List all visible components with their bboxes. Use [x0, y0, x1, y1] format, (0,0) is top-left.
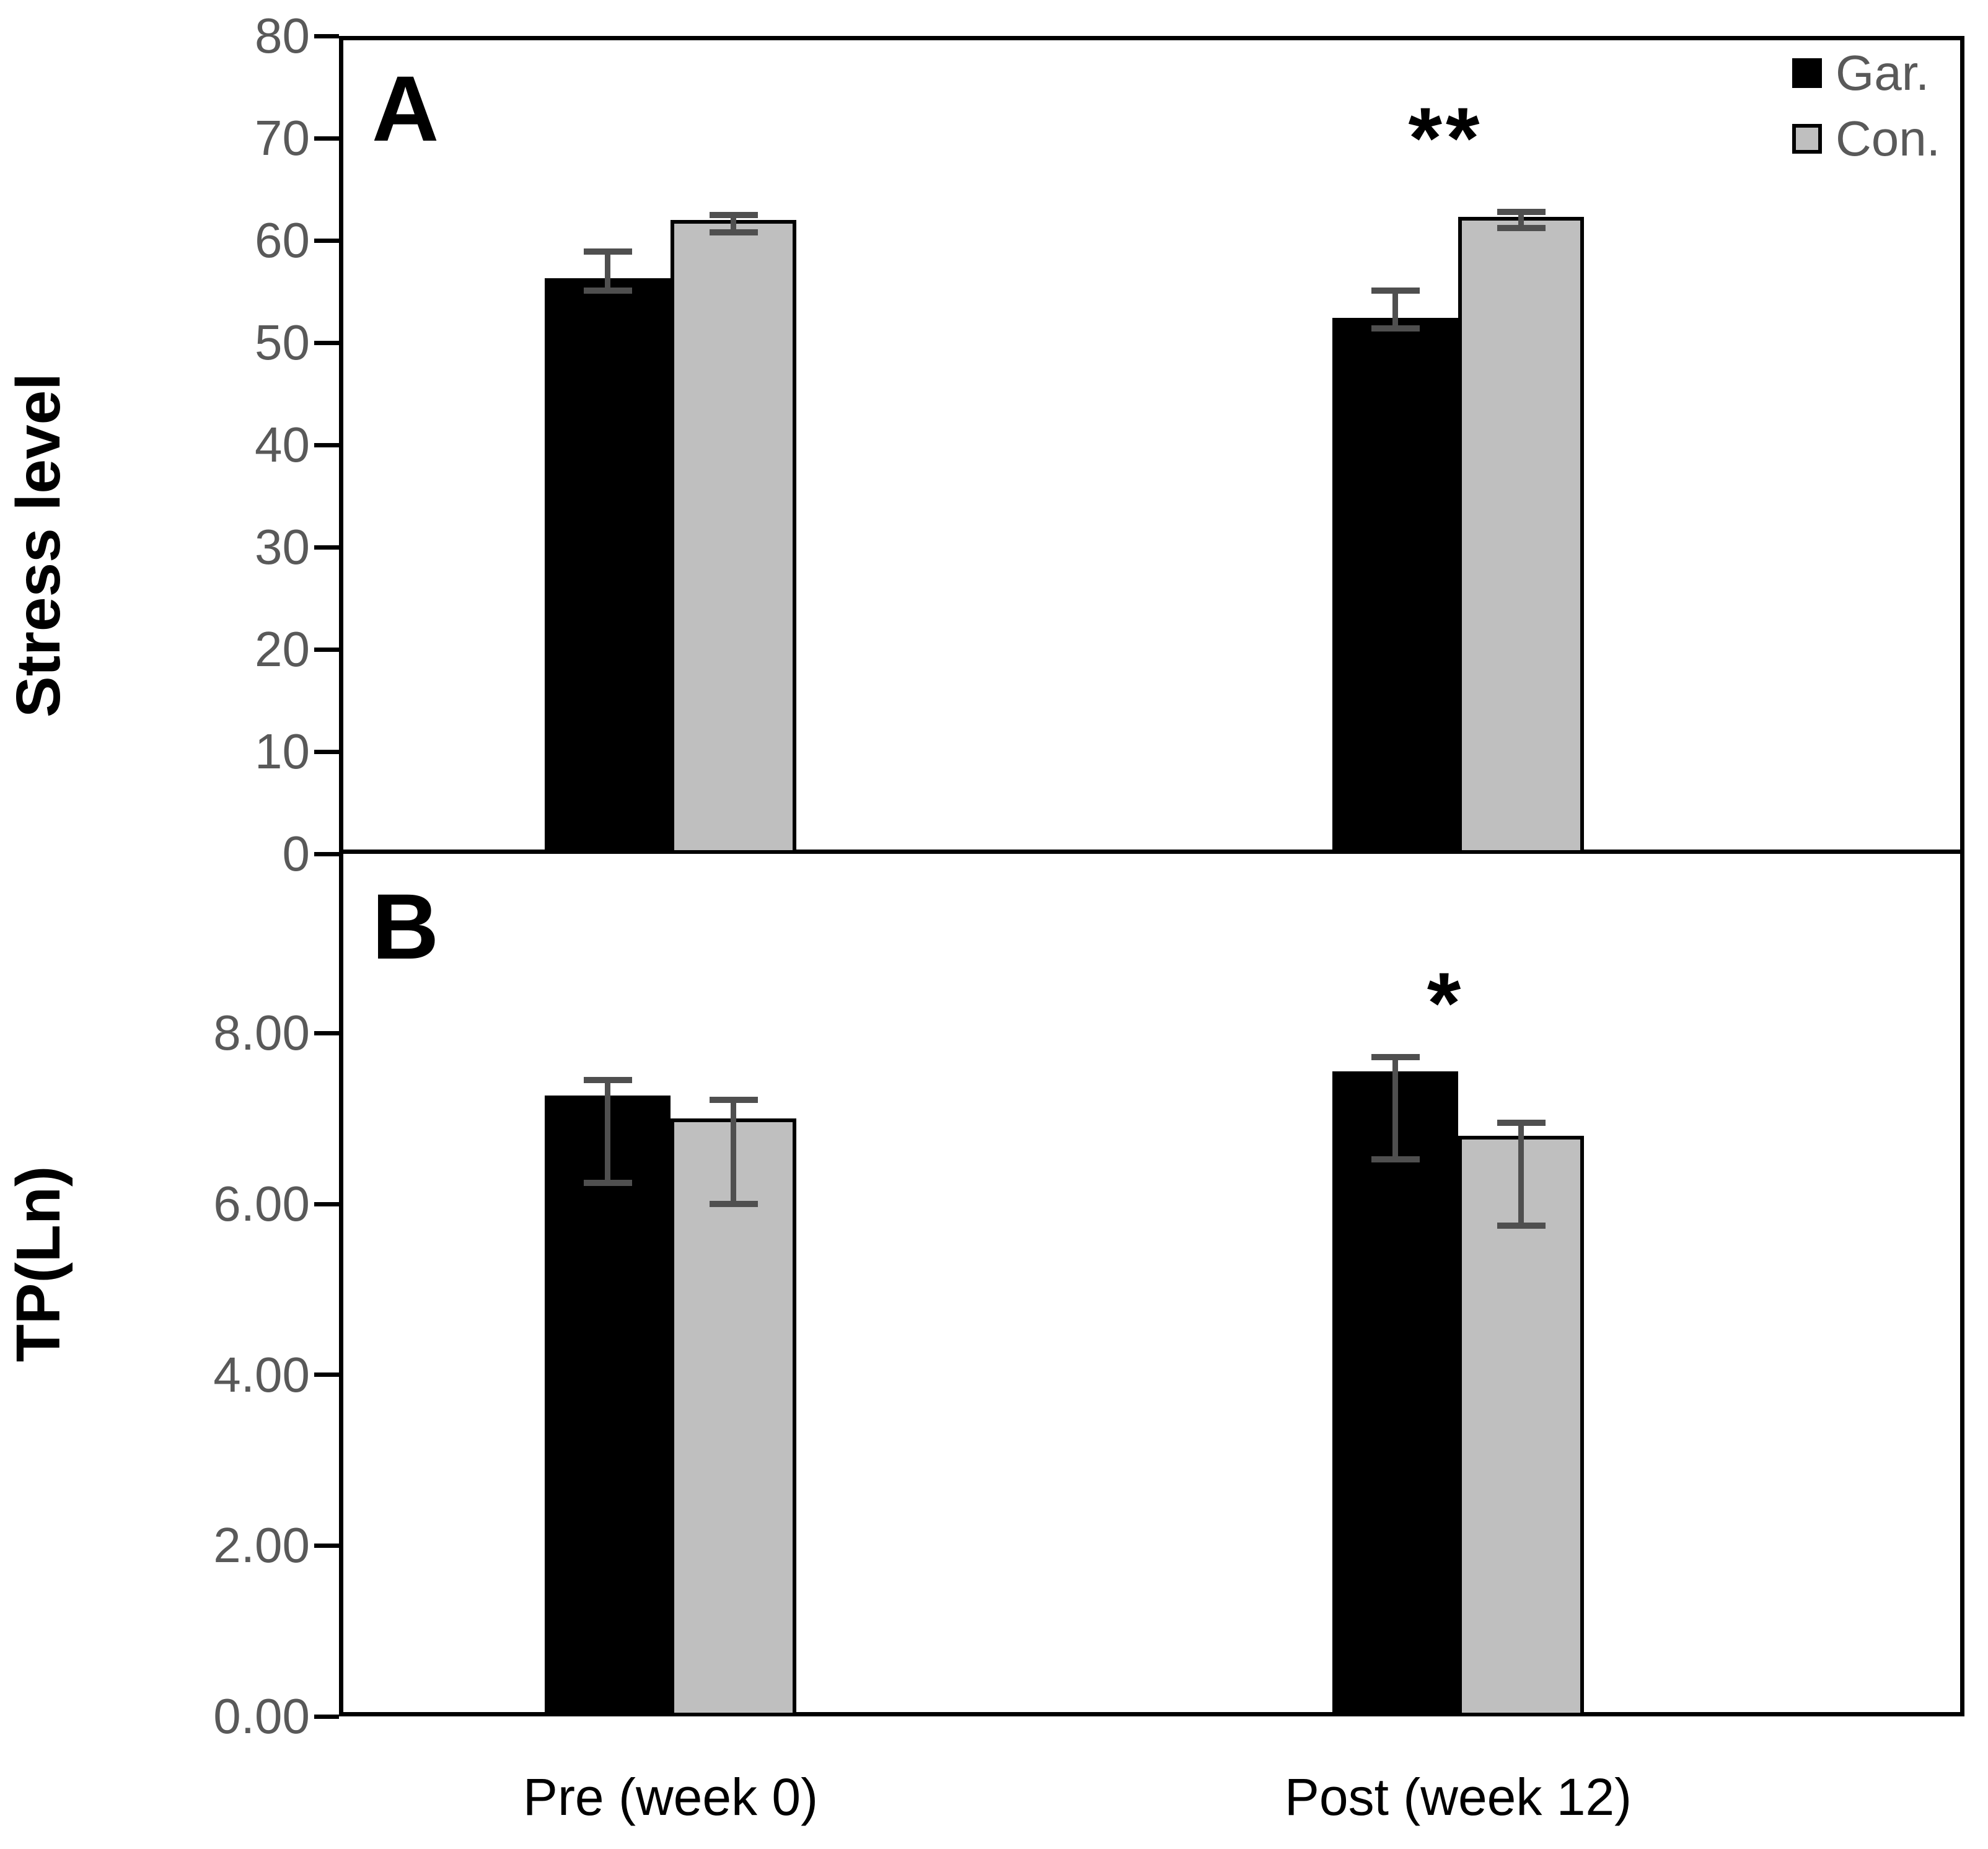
- y-axis-tick: [314, 238, 339, 243]
- error-bar-whisker: [1518, 211, 1524, 229]
- error-bar-cap-top: [1371, 287, 1420, 294]
- error-bar-cap-bottom: [1371, 1156, 1420, 1163]
- y-axis-tick: [314, 851, 339, 856]
- y-axis-tick-label: 4.00: [213, 1346, 310, 1402]
- y-axis-tick-label: 70: [255, 110, 310, 165]
- y-axis-tick: [314, 33, 339, 38]
- error-bar-cap-bottom: [709, 229, 758, 235]
- error-bar-whisker: [1392, 1057, 1398, 1160]
- y-axis-tick-label: 10: [255, 724, 310, 779]
- error-bar-whisker: [1392, 290, 1398, 328]
- y-axis-tick-label: 40: [255, 417, 310, 472]
- panel-B-plot-area: [339, 854, 1964, 1716]
- legend: Gar. Con.: [1792, 48, 1940, 180]
- y-axis-tick: [314, 1543, 339, 1548]
- y-axis-tick-label: 20: [255, 621, 310, 677]
- error-bar-cap-top: [583, 248, 632, 255]
- y-axis-tick-label: 0.00: [213, 1689, 310, 1744]
- error-bar-whisker: [605, 252, 610, 291]
- error-bar-cap-top: [1371, 1054, 1420, 1061]
- panel-letter-B: B: [372, 874, 439, 978]
- error-bar-cap-bottom: [583, 287, 632, 294]
- x-axis-category-label: Pre (week 0): [522, 1768, 819, 1826]
- error-bar-cap-bottom: [583, 1179, 632, 1186]
- bar-gar-pre-panel-A: [545, 278, 671, 854]
- legend-label: Con.: [1836, 111, 1940, 166]
- bar-gar-pre-panel-B: [545, 1096, 671, 1716]
- significance-marker: *: [1427, 954, 1465, 1052]
- panel-A-plot-area: [339, 36, 1964, 854]
- y-axis-tick-label: 30: [255, 519, 310, 574]
- bar-con-pre-panel-B: [671, 1118, 796, 1716]
- legend-swatch-icon: [1792, 58, 1822, 88]
- y-axis-tick-label: 50: [255, 315, 310, 370]
- legend-label: Gar.: [1836, 45, 1930, 100]
- y-axis-tick: [314, 545, 339, 550]
- y-axis-tick-label: 6.00: [213, 1176, 310, 1232]
- y-axis-title-A: Stress level: [4, 373, 73, 718]
- y-axis-tick-label: 80: [255, 8, 310, 63]
- y-axis-tick-label: 0: [282, 826, 310, 881]
- panel-letter-A: A: [372, 56, 439, 160]
- y-axis-tick: [314, 1714, 339, 1719]
- y-axis-tick: [314, 1030, 339, 1035]
- error-bar-cap-top: [1497, 208, 1546, 215]
- y-axis-tick: [314, 647, 339, 652]
- y-axis-tick: [314, 1201, 339, 1206]
- y-axis-tick: [314, 136, 339, 141]
- error-bar-cap-bottom: [1497, 1222, 1546, 1229]
- y-axis-title-B: TP(Ln): [4, 1166, 73, 1363]
- legend-swatch-icon: [1792, 124, 1822, 154]
- error-bar-whisker: [1518, 1123, 1524, 1226]
- y-axis-tick: [314, 749, 339, 754]
- error-bar-whisker: [731, 1099, 736, 1205]
- x-axis-category-label: Post (week 12): [1284, 1768, 1632, 1826]
- y-axis-tick-label: 8.00: [213, 1005, 310, 1061]
- bar-gar-post-panel-A: [1332, 318, 1458, 854]
- bar-con-post-panel-B: [1458, 1135, 1584, 1716]
- error-bar-cap-top: [709, 1096, 758, 1103]
- significance-marker: **: [1408, 89, 1484, 187]
- error-bar-cap-bottom: [1497, 225, 1546, 232]
- error-bar-cap-top: [1497, 1120, 1546, 1127]
- bar-con-pre-panel-A: [671, 220, 796, 854]
- error-bar-whisker: [605, 1080, 610, 1183]
- bar-gar-post-panel-B: [1332, 1071, 1458, 1716]
- y-axis-tick-label: 2.00: [213, 1517, 310, 1573]
- legend-row-gar: Gar.: [1792, 48, 1940, 98]
- y-axis-tick: [314, 1372, 339, 1377]
- legend-row-con: Con.: [1792, 114, 1940, 164]
- error-bar-whisker: [731, 214, 736, 232]
- error-bar-cap-top: [709, 211, 758, 218]
- y-axis-tick: [314, 442, 339, 447]
- error-bar-cap-bottom: [709, 1201, 758, 1208]
- bar-con-post-panel-A: [1458, 217, 1584, 854]
- error-bar-cap-bottom: [1371, 325, 1420, 332]
- error-bar-cap-top: [583, 1077, 632, 1084]
- y-axis-tick: [314, 340, 339, 345]
- y-axis-tick-label: 60: [255, 213, 310, 268]
